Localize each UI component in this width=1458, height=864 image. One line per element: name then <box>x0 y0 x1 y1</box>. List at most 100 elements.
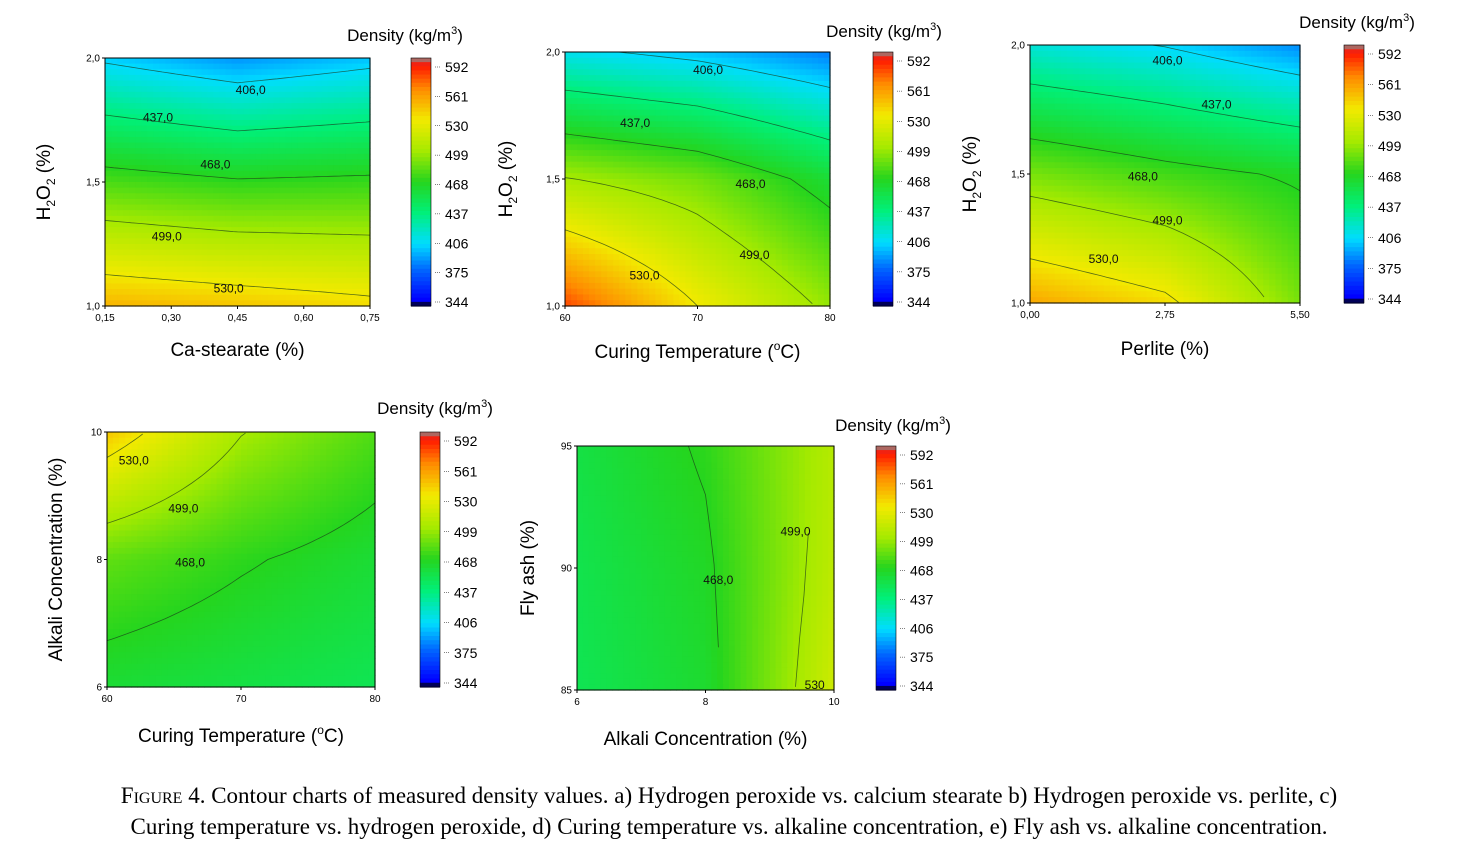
heatmap-cell <box>309 108 317 115</box>
heatmap-cell <box>303 103 311 110</box>
heatmap-cell <box>589 52 596 59</box>
heatmap-cell <box>345 170 353 177</box>
heatmap-cell <box>703 98 711 105</box>
heatmap-cell <box>1201 80 1209 87</box>
heatmap-cell <box>315 260 323 268</box>
heatmap-cell <box>111 80 118 87</box>
heatmap-cell <box>733 69 741 76</box>
colorbar-segment <box>411 223 431 229</box>
heatmap-cell <box>619 265 626 272</box>
heatmap-cell <box>799 52 807 59</box>
heatmap-cell <box>1214 45 1221 52</box>
heatmap-cell <box>649 103 656 111</box>
heatmap-cell <box>111 142 118 149</box>
heatmap-cell <box>667 92 675 99</box>
heatmap-cell <box>1146 62 1154 70</box>
heatmap-cell <box>1085 91 1092 99</box>
heatmap-cell <box>273 63 281 70</box>
heatmap-cell <box>237 283 245 290</box>
heatmap-cell <box>1287 132 1295 140</box>
heatmap-cell <box>357 165 365 172</box>
heatmap-cell <box>691 265 699 272</box>
heatmap-cell <box>1079 80 1086 87</box>
heatmap-cell <box>649 144 656 151</box>
heatmap-cell <box>697 190 705 197</box>
heatmap-cell <box>733 103 741 111</box>
heatmap-cell <box>655 202 662 209</box>
heatmap-cell <box>213 249 221 256</box>
heatmap-cell <box>1293 156 1301 163</box>
heatmap-cell <box>769 230 777 238</box>
heatmap-cell <box>1134 150 1142 158</box>
heatmap-cell <box>147 114 154 121</box>
heatmap-cell <box>333 289 341 296</box>
heatmap-cell <box>607 202 614 209</box>
heatmap-cell <box>631 52 638 59</box>
heatmap-cell <box>781 161 789 169</box>
y-tick-label: 1,0 <box>86 302 100 313</box>
heatmap-cell <box>225 120 233 127</box>
heatmap-cell <box>625 190 632 197</box>
heatmap-cell <box>273 204 281 211</box>
heatmap-cell <box>727 184 735 192</box>
heatmap-cell <box>589 132 596 140</box>
heatmap-cell <box>1287 45 1295 52</box>
heatmap-cell <box>577 69 584 76</box>
heatmap-cell <box>171 255 178 262</box>
heatmap-cell <box>333 204 341 211</box>
heatmap-cell <box>745 173 753 180</box>
heatmap-cell <box>619 144 626 151</box>
heatmap-cell <box>1293 97 1301 105</box>
heatmap-cell <box>745 259 753 267</box>
heatmap-cell <box>261 136 269 144</box>
heatmap-cell <box>225 153 233 161</box>
heatmap-cell <box>1287 56 1295 64</box>
heatmap-cell <box>243 221 251 228</box>
heatmap-cell <box>565 115 572 122</box>
heatmap-cell <box>225 165 233 172</box>
heatmap-cell <box>255 232 263 239</box>
heatmap-cell <box>655 144 662 151</box>
heatmap-cell <box>631 121 638 128</box>
heatmap-cell <box>565 300 572 307</box>
heatmap-cell <box>147 86 154 93</box>
heatmap-cell <box>565 173 572 180</box>
heatmap-cell <box>1091 80 1099 87</box>
heatmap-cell <box>697 242 705 249</box>
heatmap-cell <box>129 244 136 251</box>
heatmap-cell <box>679 173 687 180</box>
heatmap-cell <box>613 103 620 111</box>
heatmap-cell <box>1060 162 1068 169</box>
heatmap-cell <box>601 109 608 117</box>
heatmap-cell <box>291 198 299 206</box>
heatmap-cell <box>805 259 813 267</box>
heatmap-cell <box>667 63 675 70</box>
heatmap-cell <box>1079 86 1086 93</box>
heatmap-cell <box>1030 132 1037 140</box>
heatmap-cell <box>195 136 202 144</box>
heatmap-cell <box>745 277 753 284</box>
heatmap-cell <box>697 155 705 163</box>
heatmap-cell <box>823 248 831 255</box>
heatmap-cell <box>153 80 160 87</box>
heatmap-cell <box>667 86 675 94</box>
colorbar-tick-label: 344 <box>907 294 931 310</box>
heatmap-cell <box>129 289 136 296</box>
heatmap-cell <box>667 196 675 203</box>
heatmap-cell <box>1146 68 1154 75</box>
heatmap-cell <box>643 103 650 111</box>
heatmap-cell <box>661 277 668 284</box>
heatmap-cell <box>1263 45 1270 52</box>
heatmap-cell <box>811 282 819 290</box>
heatmap-cell <box>643 219 650 226</box>
heatmap-cell <box>171 294 178 301</box>
heatmap-cell <box>1072 74 1080 81</box>
heatmap-cell <box>1250 45 1258 52</box>
heatmap-cell <box>763 184 771 192</box>
heatmap-cell <box>117 80 124 87</box>
colorbar-segment <box>411 70 431 76</box>
heatmap-cell <box>225 170 233 177</box>
heatmap-cell <box>321 244 329 251</box>
heatmap-cell <box>601 259 608 267</box>
heatmap-cell <box>267 142 275 149</box>
